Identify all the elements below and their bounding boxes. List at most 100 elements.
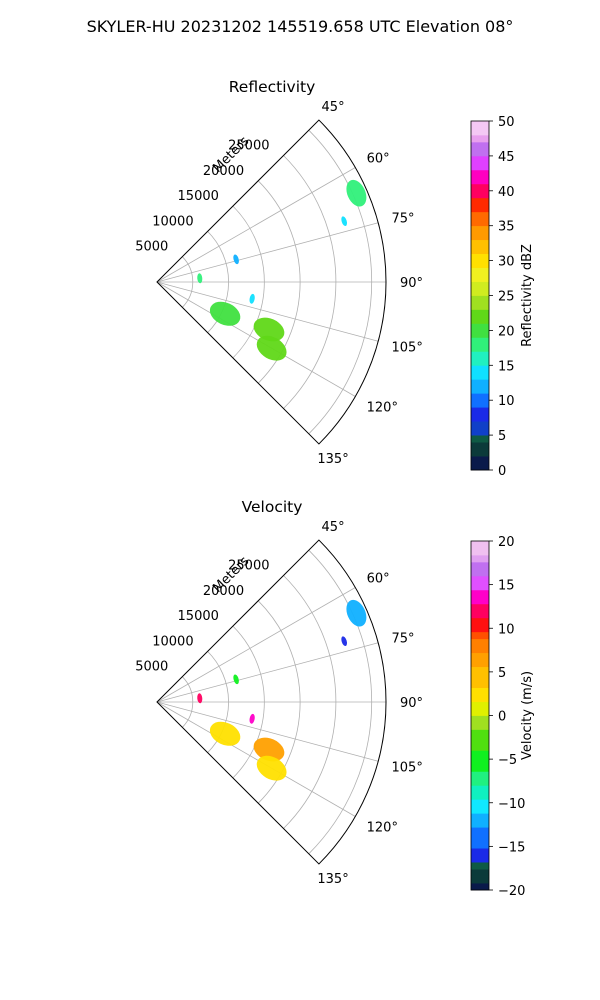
echo-cell: [346, 179, 367, 207]
azimuth-tick-label: 90°: [400, 276, 423, 291]
figure-title: SKYLER-HU 20231202 145519.658 UTC Elevat…: [87, 17, 514, 36]
colorbar-segment: [471, 561, 489, 570]
azimuth-tick-label: 105°: [392, 340, 423, 355]
colorbar-segment: [471, 729, 489, 737]
colorbar-segment: [471, 792, 489, 800]
colorbar-tick-label: 30: [498, 255, 515, 270]
azimuth-tick-label: 90°: [400, 696, 423, 711]
velocity-panel: Velocity 5000 10000 15000 20000 25000 45° 60° 75…: [135, 498, 535, 899]
colorbar-tick-label: 5: [498, 666, 506, 681]
colorbar-tick-label: 15: [498, 359, 515, 374]
colorbar-segment: [471, 701, 489, 709]
colorbar-segment: [471, 421, 489, 429]
azimuth-tick-label: 45°: [322, 100, 345, 115]
colorbar-tick-label: 35: [498, 220, 515, 235]
colorbar-segment: [471, 603, 489, 612]
colorbar-segment: [471, 386, 489, 394]
colorbar-tick-label: 50: [498, 115, 515, 130]
colorbar-segment: [471, 330, 489, 338]
azimuth-gridline: [156, 281, 356, 397]
colorbar-segment: [471, 281, 489, 289]
colorbar-segment: [471, 372, 489, 380]
colorbar-tick-label: 0: [498, 464, 506, 479]
range-tick-label: 20000: [203, 164, 244, 179]
echo-cell: [253, 317, 285, 342]
colorbar-segment: [471, 148, 489, 157]
azimuth-tick-label: 135°: [317, 872, 348, 887]
colorbar-segment: [471, 645, 489, 654]
colorbar-segment: [471, 127, 489, 136]
colorbar-segment: [471, 393, 489, 401]
colorbar-segment: [471, 624, 489, 633]
echo-cell: [346, 599, 367, 627]
colorbar-tick-label: 25: [498, 290, 515, 305]
colorbar-tick-label: −5: [498, 753, 517, 768]
colorbar-segment: [471, 750, 489, 758]
colorbar-segment: [471, 806, 489, 814]
colorbar-segment: [471, 407, 489, 415]
colorbar-segment: [471, 379, 489, 387]
colorbar-segment: [471, 337, 489, 345]
colorbar-segment: [471, 673, 489, 681]
colorbar-segment: [471, 239, 489, 248]
colorbar-segment: [471, 183, 489, 192]
colorbar-tick-label: −10: [498, 797, 525, 812]
colorbar-segment: [471, 351, 489, 359]
azimuth-gridline: [156, 167, 356, 283]
colorbar-segment: [471, 785, 489, 793]
echo-cell: [249, 293, 255, 304]
range-tick-label: 20000: [203, 584, 244, 599]
colorbar-segment: [471, 365, 489, 373]
range-tick-label: 10000: [152, 634, 193, 649]
colorbar-segment: [471, 260, 489, 268]
colorbar-segment: [471, 876, 489, 884]
colorbar-segment: [471, 428, 489, 436]
echo-cell: [209, 721, 241, 746]
echo-cell: [253, 737, 285, 762]
reflectivity-title: Reflectivity: [229, 78, 316, 96]
sector-outline: [156, 539, 387, 865]
velocity-title: Velocity: [242, 498, 303, 516]
colorbar-segment: [471, 295, 489, 303]
range-tick-label: 10000: [152, 214, 193, 229]
colorbar-segment: [471, 841, 489, 849]
colorbar-segment: [471, 582, 489, 591]
range-tick-label: 25000: [228, 138, 269, 153]
colorbar-segment: [471, 246, 489, 255]
colorbar-tick-label: 15: [498, 579, 515, 594]
colorbar-segment: [471, 736, 489, 744]
colorbar-tick-label: 10: [498, 394, 515, 409]
azimuth-tick-label: 60°: [367, 152, 390, 167]
colorbar-segment: [471, 862, 489, 870]
colorbar-segment: [471, 232, 489, 241]
azimuth-tick-label: 105°: [392, 760, 423, 775]
reflectivity-panel: Reflectivity 5000 10000 15000 20000 25000 45° 6…: [135, 78, 535, 479]
colorbar-segment: [471, 456, 489, 464]
colorbar-segment: [471, 575, 489, 584]
colorbar-segment: [471, 680, 489, 688]
colorbar-segment: [471, 162, 489, 171]
sector-outline: [156, 119, 387, 445]
colorbar-tick-label: 20: [498, 535, 515, 550]
azimuth-gridline: [156, 587, 356, 703]
colorbar-segment: [471, 617, 489, 626]
colorbar-segment: [471, 771, 489, 779]
colorbar-tick-label: 40: [498, 185, 515, 200]
echo-cell: [256, 755, 287, 781]
colorbar-tick-label: 45: [498, 150, 515, 165]
colorbar-segment: [471, 302, 489, 310]
colorbar-segment: [471, 827, 489, 835]
colorbar-segment: [471, 813, 489, 821]
echo-cell: [233, 254, 239, 265]
colorbar-segment: [471, 541, 489, 549]
colorbar-segment: [471, 869, 489, 877]
colorbar-segment: [471, 834, 489, 842]
colorbar-segment: [471, 708, 489, 716]
colorbar-tick-label: −20: [498, 884, 525, 899]
colorbar-segment: [471, 190, 489, 199]
azimuth-gridline: [156, 642, 379, 703]
echo-cell: [249, 713, 255, 724]
colorbar-segment: [471, 652, 489, 661]
azimuth-tick-label: 45°: [322, 520, 345, 535]
